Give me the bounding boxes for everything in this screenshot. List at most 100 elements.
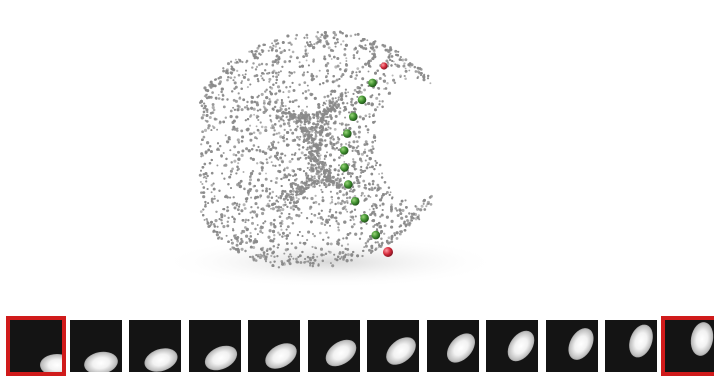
cloud-point <box>245 200 248 203</box>
frame-blob <box>260 337 300 372</box>
cloud-point <box>268 77 272 81</box>
cloud-point <box>249 255 252 258</box>
cloud-point <box>366 39 369 42</box>
cloud-point <box>305 179 308 182</box>
cloud-point <box>313 150 316 153</box>
cloud-point <box>309 117 312 120</box>
cloud-point <box>233 206 237 210</box>
cloud-point <box>293 128 296 131</box>
cloud-point <box>334 202 337 206</box>
cloud-point <box>329 208 332 211</box>
path-points <box>339 62 393 257</box>
cloud-point <box>404 77 407 80</box>
cloud-point <box>289 195 293 199</box>
cloud-point <box>291 157 294 161</box>
cloud-point <box>360 171 363 174</box>
cloud-point <box>288 262 291 265</box>
cloud-point <box>353 167 356 171</box>
cloud-point <box>298 148 301 151</box>
cloud-point <box>311 256 315 259</box>
cloud-point <box>323 254 325 256</box>
cloud-point <box>321 116 325 120</box>
cloud-point <box>371 140 375 144</box>
cloud-point <box>356 182 359 185</box>
cloud-point <box>326 151 328 154</box>
cloud-point <box>316 131 320 134</box>
cloud-point <box>207 202 210 205</box>
cloud-point <box>207 124 211 128</box>
cloud-point <box>352 188 356 192</box>
cloud-point <box>256 162 259 165</box>
cloud-point <box>229 149 232 152</box>
cloud-point <box>221 172 224 175</box>
cloud-point <box>299 261 303 264</box>
cloud-point <box>340 145 343 148</box>
cloud-point <box>260 254 263 257</box>
cloud-point <box>364 148 366 151</box>
cloud-point <box>412 217 415 220</box>
cloud-point <box>201 165 205 169</box>
cloud-point <box>383 87 386 90</box>
cloud-point <box>364 140 368 144</box>
cloud-point <box>295 194 298 197</box>
cloud-point <box>252 210 256 214</box>
cloud-point <box>319 247 324 251</box>
cloud-point <box>273 154 278 158</box>
frame-blob <box>320 334 360 372</box>
cloud-point <box>376 228 378 231</box>
frame-11 <box>605 320 657 372</box>
cloud-point <box>254 202 258 206</box>
cloud-point <box>360 152 364 156</box>
cloud-point <box>296 190 300 194</box>
cloud-point <box>284 104 287 108</box>
cloud-point <box>304 187 308 190</box>
cloud-point <box>390 208 393 211</box>
cloud-point <box>350 210 354 213</box>
cloud-point <box>384 87 388 90</box>
cloud-point <box>388 54 391 57</box>
cloud-point <box>260 208 263 211</box>
cloud-point <box>237 157 241 161</box>
cloud-point <box>267 204 271 208</box>
cloud-point <box>367 194 370 198</box>
cloud-point <box>230 72 233 75</box>
cloud-point <box>255 65 259 69</box>
cloud-point <box>277 158 280 161</box>
cloud-point <box>259 194 263 198</box>
cloud-point <box>257 115 260 118</box>
cloud-point <box>233 108 236 111</box>
cloud-point <box>266 195 270 199</box>
cloud-point <box>326 115 329 119</box>
cloud-point <box>376 106 379 109</box>
cloud-point <box>362 179 366 183</box>
cloud-point <box>380 196 383 199</box>
cloud-point <box>250 196 253 199</box>
cloud-point <box>398 232 402 236</box>
cloud-point <box>236 202 239 205</box>
cloud-point <box>226 224 230 228</box>
cloud-point <box>251 148 254 151</box>
cloud-point <box>305 185 307 188</box>
cloud-point <box>269 90 272 93</box>
cloud-point <box>296 120 300 123</box>
cloud-point <box>268 192 272 195</box>
cloud-point <box>282 139 286 143</box>
cloud-point <box>330 117 333 121</box>
cloud-point <box>394 63 397 66</box>
cloud-point <box>291 182 294 185</box>
cloud-point <box>322 163 325 167</box>
cloud-point <box>286 166 289 170</box>
cloud-point <box>304 96 308 100</box>
cloud-point <box>274 49 279 53</box>
cloud-point <box>317 165 321 169</box>
cloud-point <box>354 46 357 49</box>
cloud-point <box>213 197 216 200</box>
cloud-point <box>273 225 277 229</box>
cloud-point <box>420 72 423 75</box>
cloud-point <box>200 104 204 108</box>
cloud-point <box>419 208 423 212</box>
cloud-point <box>254 240 259 244</box>
cloud-point <box>370 237 373 240</box>
cloud-point <box>295 129 298 132</box>
cloud-point <box>288 107 291 110</box>
